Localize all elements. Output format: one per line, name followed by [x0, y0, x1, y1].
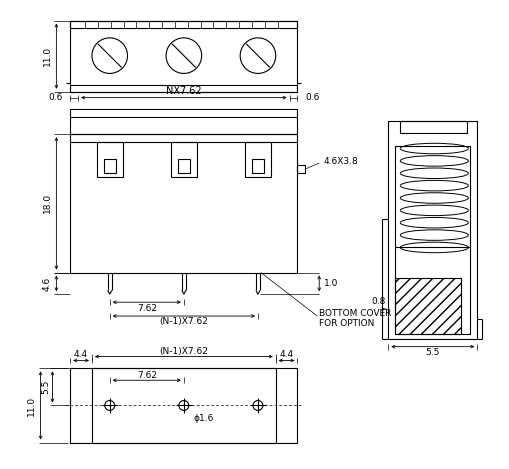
Bar	[70, 21, 297, 29]
Bar	[178, 159, 190, 173]
Text: 0.6: 0.6	[48, 93, 62, 102]
Text: 7.62: 7.62	[137, 371, 157, 380]
Bar	[70, 85, 297, 92]
Bar	[70, 109, 297, 134]
Text: (N-1)X7.62: (N-1)X7.62	[159, 347, 208, 356]
Bar	[400, 121, 467, 133]
Bar	[104, 159, 116, 173]
Text: 1.0: 1.0	[324, 279, 338, 288]
Text: 11.0: 11.0	[27, 395, 36, 416]
Text: 18.0: 18.0	[43, 193, 52, 213]
Text: FOR OPTION: FOR OPTION	[319, 319, 375, 328]
Bar	[388, 121, 477, 339]
Bar	[70, 368, 297, 443]
Text: 7.62: 7.62	[137, 303, 157, 313]
Bar	[92, 368, 276, 443]
Text: 4.6X3.8: 4.6X3.8	[323, 157, 358, 166]
Text: 4.4: 4.4	[74, 350, 88, 359]
Bar	[395, 278, 461, 334]
Text: NX7.62: NX7.62	[166, 86, 202, 96]
Text: 0.6: 0.6	[305, 93, 320, 102]
Bar	[245, 142, 271, 177]
Bar	[252, 159, 264, 173]
Text: 0.8: 0.8	[372, 297, 386, 306]
Text: BOTTOM COVER: BOTTOM COVER	[319, 309, 391, 318]
Text: 5.5: 5.5	[426, 348, 440, 357]
Text: (N-1)X7.62: (N-1)X7.62	[159, 318, 208, 326]
Text: 4.6: 4.6	[43, 276, 52, 290]
Text: 11.0: 11.0	[43, 46, 52, 66]
Text: 5.5: 5.5	[41, 380, 50, 394]
Text: ϕ1.6: ϕ1.6	[194, 414, 214, 424]
Bar	[395, 146, 470, 334]
Bar	[97, 142, 123, 177]
Bar	[70, 21, 297, 92]
Bar	[70, 134, 297, 272]
Bar	[171, 142, 196, 177]
Text: 4.4: 4.4	[279, 350, 294, 359]
Bar	[297, 165, 305, 173]
